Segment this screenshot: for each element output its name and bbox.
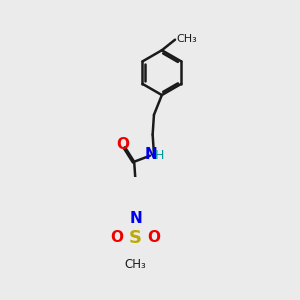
Text: CH₃: CH₃ — [124, 258, 146, 271]
Text: S: S — [129, 229, 142, 247]
Text: N: N — [144, 147, 157, 162]
Text: N: N — [129, 211, 142, 226]
Text: O: O — [116, 137, 129, 152]
Text: O: O — [148, 230, 160, 245]
Text: CH₃: CH₃ — [176, 34, 197, 44]
Text: H: H — [155, 149, 164, 162]
Text: O: O — [110, 230, 124, 245]
